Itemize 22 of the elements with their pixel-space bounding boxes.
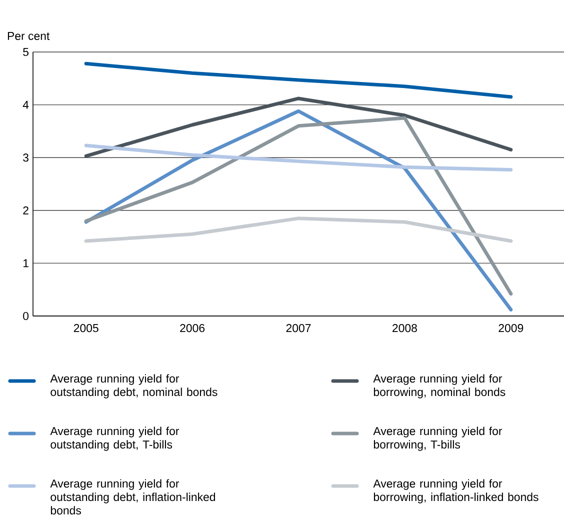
legend-label: Average running yield for borrowing, nominal bonds xyxy=(373,374,506,398)
x-tick-label: 2006 xyxy=(180,324,205,332)
y-axis-title: Per cent xyxy=(8,32,50,40)
legend-label: Average running yield for borrowing, inflation-linked bonds xyxy=(373,479,538,504)
line-series xyxy=(84,96,513,158)
x-tick-label: 2008 xyxy=(392,324,417,332)
legend-label: Average running yield for outstanding debt, nominal bonds xyxy=(50,374,218,398)
y-tick-label: 5 xyxy=(23,48,28,56)
x-tick-label: 2009 xyxy=(498,324,524,332)
y-tick-label: 0 xyxy=(23,312,29,320)
line-series xyxy=(84,62,513,99)
y-tick-label: 2 xyxy=(23,206,28,214)
x-tick-label: 2005 xyxy=(74,324,98,332)
legend-label: Average running yield for outstanding debt, T-bills xyxy=(50,426,180,451)
line-series xyxy=(84,144,513,172)
y-tick-label: 3 xyxy=(23,154,28,162)
legend-label: Average running yield for outstanding debt, inflation-linked bonds xyxy=(50,479,216,515)
legend-label: Average running yield for borrowing, T-bills xyxy=(373,426,502,451)
x-tick-label: 2007 xyxy=(286,324,311,332)
line-series xyxy=(84,216,513,243)
y-tick-label: 1 xyxy=(23,259,28,268)
y-tick-label: 4 xyxy=(22,100,29,109)
